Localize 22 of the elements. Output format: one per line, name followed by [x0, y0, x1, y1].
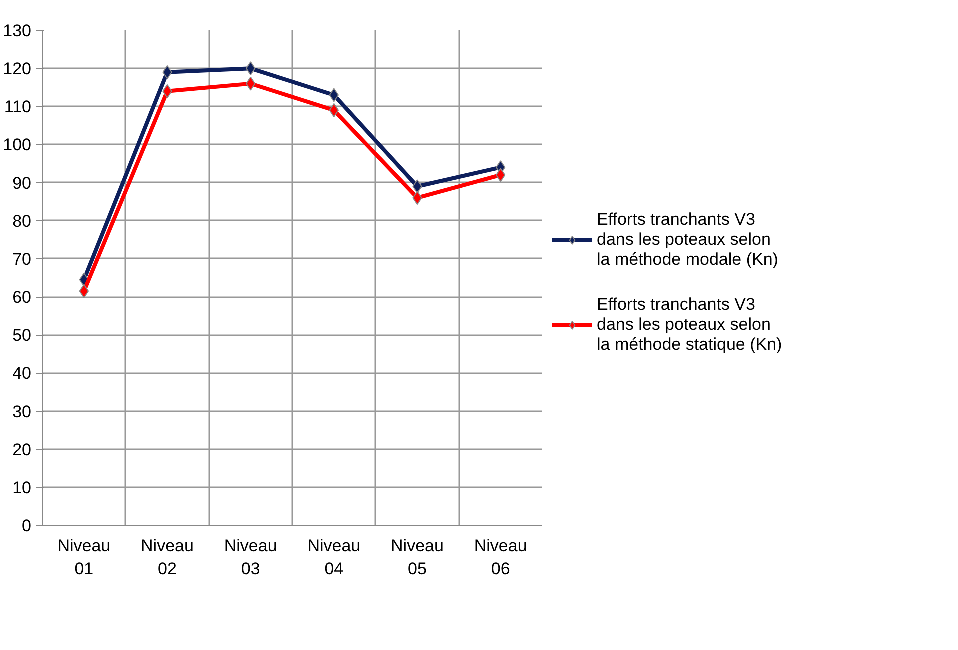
x-tick-label: Niveau 04	[308, 536, 361, 578]
y-tick-label: 50	[12, 326, 32, 346]
y-tick-label: 40	[12, 364, 32, 384]
y-tick-label: 30	[12, 402, 32, 422]
x-tick-label: Niveau 05	[391, 536, 444, 578]
x-tick-label: Niveau 02	[141, 536, 194, 578]
x-tick-label: Niveau 01	[58, 536, 111, 578]
y-tick-label: 80	[12, 212, 32, 231]
y-tick-label: 0	[22, 516, 32, 536]
x-tick-label: Niveau 03	[224, 536, 278, 578]
y-tick-label: 60	[12, 288, 32, 308]
y-tick-label: 110	[4, 98, 32, 117]
y-tick-label: 10	[12, 478, 32, 498]
x-tick-label: Niveau 06	[474, 536, 528, 578]
legend-label: Efforts tranchants V3 dans les poteaux selon la méthode modale (Kn)	[597, 210, 778, 270]
legend-label: Efforts tranchants V3 dans les poteaux selon la méthode statique (Kn)	[597, 295, 782, 355]
y-tick-label: 120	[3, 60, 32, 79]
y-tick-label: 130	[3, 22, 32, 40]
y-tick-label: 90	[12, 174, 32, 193]
y-tick-label: 70	[12, 250, 32, 269]
y-tick-label: 100	[3, 136, 32, 155]
y-tick-label: 20	[12, 440, 32, 460]
